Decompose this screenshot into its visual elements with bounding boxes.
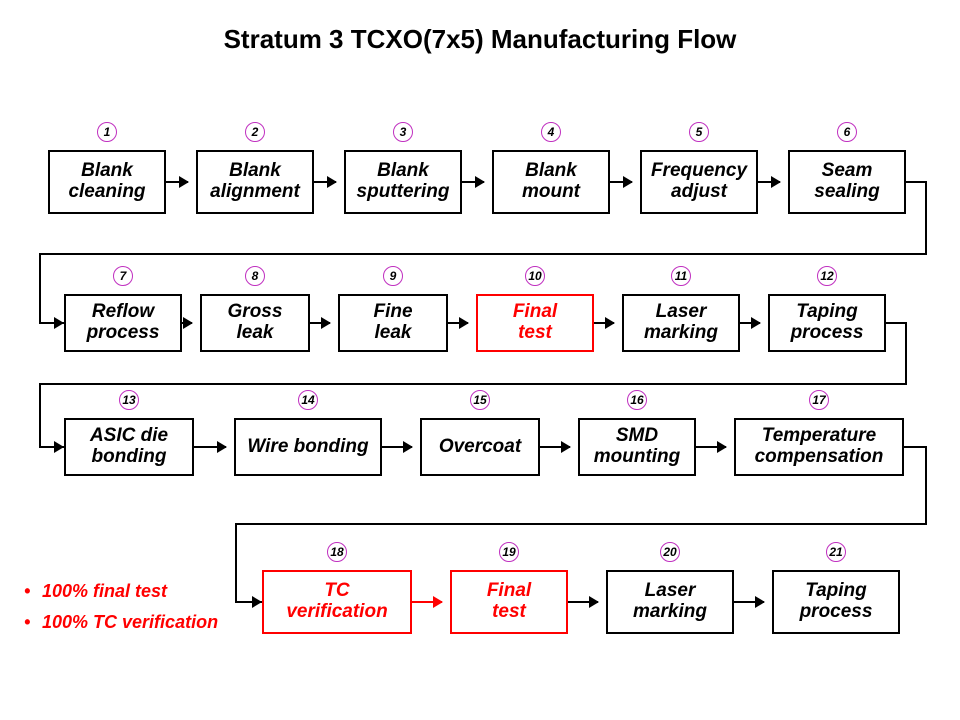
step-badge-11: 11 [671, 266, 691, 286]
arrow-2-3 [314, 181, 336, 183]
flow-node-7: Reflow process [64, 294, 182, 352]
arrow-10-11 [594, 322, 614, 324]
arrow-3-4 [462, 181, 484, 183]
diagram-title: Stratum 3 TCXO(7x5) Manufacturing Flow [0, 24, 960, 55]
arrow-20-21 [734, 601, 764, 603]
step-badge-21: 21 [826, 542, 846, 562]
arrow-7-8 [182, 322, 192, 324]
flow-node-1: Blank cleaning [48, 150, 166, 214]
flow-node-16: SMD mounting [578, 418, 696, 476]
step-badge-2: 2 [245, 122, 265, 142]
flow-node-3: Blank sputtering [344, 150, 462, 214]
flow-node-11: Laser marking [622, 294, 740, 352]
step-badge-15: 15 [470, 390, 490, 410]
step-badge-8: 8 [245, 266, 265, 286]
step-badge-20: 20 [660, 542, 680, 562]
flowchart-canvas: Stratum 3 TCXO(7x5) Manufacturing Flow B… [0, 0, 960, 720]
step-badge-6: 6 [837, 122, 857, 142]
flow-node-4: Blank mount [492, 150, 610, 214]
arrow-13-14 [194, 446, 226, 448]
step-badge-4: 4 [541, 122, 561, 142]
arrow-11-12 [740, 322, 760, 324]
flow-node-14: Wire bonding [234, 418, 382, 476]
arrow-5-6 [758, 181, 780, 183]
flow-node-2: Blank alignment [196, 150, 314, 214]
flow-node-17: Temperature compensation [734, 418, 904, 476]
step-badge-9: 9 [383, 266, 403, 286]
arrow-18-19 [412, 601, 442, 603]
flow-node-15: Overcoat [420, 418, 540, 476]
step-badge-1: 1 [97, 122, 117, 142]
step-badge-13: 13 [119, 390, 139, 410]
note-item: 100% final test [24, 580, 218, 603]
arrow-4-5 [610, 181, 632, 183]
arrow-15-16 [540, 446, 570, 448]
step-badge-14: 14 [298, 390, 318, 410]
step-badge-18: 18 [327, 542, 347, 562]
flow-node-19: Final test [450, 570, 568, 634]
step-badge-7: 7 [113, 266, 133, 286]
flow-node-5: Frequency adjust [640, 150, 758, 214]
flow-node-8: Gross leak [200, 294, 310, 352]
step-badge-19: 19 [499, 542, 519, 562]
flow-node-12: Taping process [768, 294, 886, 352]
flow-node-21: Taping process [772, 570, 900, 634]
arrow-1-2 [166, 181, 188, 183]
step-badge-10: 10 [525, 266, 545, 286]
flow-node-13: ASIC die bonding [64, 418, 194, 476]
arrow-19-20 [568, 601, 598, 603]
flow-node-6: Seam sealing [788, 150, 906, 214]
flow-node-20: Laser marking [606, 570, 734, 634]
step-badge-16: 16 [627, 390, 647, 410]
notes: 100% final test 100% TC verification [24, 580, 218, 643]
step-badge-17: 17 [809, 390, 829, 410]
arrow-8-9 [310, 322, 330, 324]
step-badge-5: 5 [689, 122, 709, 142]
arrow-16-17 [696, 446, 726, 448]
note-item: 100% TC verification [24, 611, 218, 634]
flow-node-18: TC verification [262, 570, 412, 634]
arrow-14-15 [382, 446, 412, 448]
flow-node-10: Final test [476, 294, 594, 352]
step-badge-3: 3 [393, 122, 413, 142]
flow-node-9: Fine leak [338, 294, 448, 352]
arrow-9-10 [448, 322, 468, 324]
step-badge-12: 12 [817, 266, 837, 286]
